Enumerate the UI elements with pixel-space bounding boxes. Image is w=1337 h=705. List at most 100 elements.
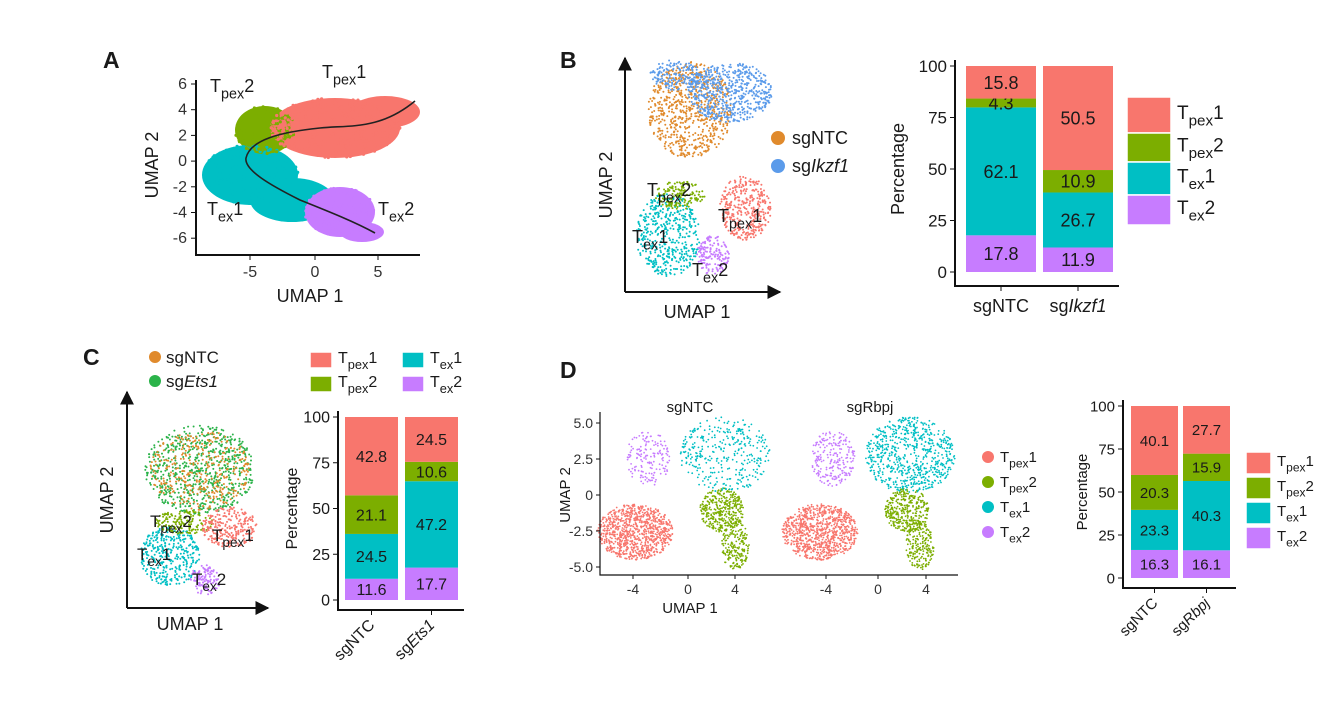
cell-point-tpex1: [726, 193, 729, 196]
cell-point-sgNTC: [174, 457, 177, 460]
cluster-label-subscript: ex: [643, 237, 659, 253]
cluster-label-tex1: Tex1: [207, 199, 243, 225]
cell-point-tex1: [229, 194, 233, 198]
cell-point-sgEts1: [238, 485, 240, 487]
cell-point-tex2: [332, 198, 336, 202]
cell-point-sgEts1: [230, 467, 233, 470]
cell-point-sgIkzf1: [723, 116, 726, 119]
y-tick-label: -4: [173, 205, 187, 222]
cell-point-sgNTC: [181, 438, 184, 441]
cell-point-tex2: [705, 264, 708, 267]
cell-point-sgEts1: [233, 439, 236, 442]
label-name: Ikzf1: [1069, 296, 1107, 316]
cell-point-tpex1: [754, 229, 757, 232]
cell-point-tpex1: [373, 147, 377, 151]
cell-point-sgNTC: [212, 486, 215, 489]
cell-point-sgNTC: [197, 488, 200, 491]
cell-point-sgIkzf1: [673, 86, 676, 89]
cell-point-sgNTC: [649, 106, 652, 109]
cell-point-sgIkzf1: [718, 87, 721, 90]
cell-point-sgNTC: [236, 492, 239, 495]
cell-point-tpex1: [334, 101, 338, 105]
cell-point-sgNTC: [685, 107, 688, 110]
cell-point-tex1: [652, 215, 655, 218]
cell-point-tpex1: [356, 129, 360, 134]
cell-point-tpex2: [697, 193, 700, 196]
cell-point-tex1: [210, 160, 214, 164]
cell-point-sgNTC: [204, 488, 207, 491]
cell-point-sgEts1: [166, 501, 169, 504]
cell-point-tpex1: [362, 124, 366, 129]
cell-point-tex1: [688, 214, 691, 217]
cell-point-sgNTC: [244, 483, 246, 486]
cell-point-sgEts1: [179, 444, 181, 447]
cell-point-tex1: [227, 167, 232, 171]
cell-point-sgNTC: [710, 140, 713, 142]
cell-point-sgEts1: [222, 471, 225, 473]
label-prefix: sg: [973, 296, 992, 316]
cell-point-tpex2: [698, 190, 701, 193]
cell-point-sgIkzf1: [750, 89, 753, 92]
cell-point-sgNTC: [692, 133, 695, 136]
cell-point-sgNTC: [223, 451, 226, 454]
cell-point-sgNTC: [675, 69, 678, 72]
cell-point-tex1: [242, 151, 246, 155]
cell-point-sgEts1: [179, 505, 182, 508]
cell-point-tpex1: [760, 229, 763, 232]
cell-point-sgNTC: [699, 71, 702, 74]
cell-point-tpex1: [361, 137, 366, 141]
cell-point-sgEts1: [175, 507, 177, 510]
cell-point-tpex1: [751, 199, 754, 202]
cell-point-tex1: [683, 259, 686, 262]
cell-point-sgEts1: [239, 492, 242, 495]
cell-point-tpex1: [351, 106, 356, 110]
cell-point-sgEts1: [184, 505, 187, 508]
cell-point-tpex1: [736, 211, 739, 214]
cell-point-tpex1: [359, 100, 363, 104]
cell-point-sgIkzf1: [718, 81, 721, 84]
cell-point-tex2: [325, 220, 330, 225]
cell-point-sgEts1: [200, 454, 203, 457]
cell-point-tex1: [671, 253, 674, 256]
cell-point-tpex2: [267, 130, 271, 134]
cluster-label-suffix: 1: [752, 206, 762, 226]
cell-point-sgNTC: [201, 433, 204, 436]
cell-point-tex2: [709, 236, 712, 239]
cell-point-sgNTC: [181, 470, 184, 473]
cell-point-tpex1: [721, 194, 724, 197]
cell-point-tex1: [281, 160, 285, 164]
cell-point-sgNTC: [661, 107, 664, 110]
cell-point-tpex1: [281, 129, 285, 133]
cell-point-tex1: [652, 208, 655, 211]
cell-point-tpex1: [742, 184, 745, 187]
cell-point-sgIkzf1: [723, 69, 726, 72]
cell-point-sgIkzf1: [672, 77, 675, 80]
cell-point-sgEts1: [207, 425, 210, 428]
cell-point-tpex1: [748, 202, 751, 205]
cell-point-sgEts1: [171, 469, 174, 472]
cell-point-sgEts1: [187, 500, 190, 503]
cell-point-sgNTC: [676, 154, 679, 157]
cell-point-sgEts1: [164, 469, 167, 472]
cell-point-tex1: [665, 213, 668, 216]
cell-point-tex1: [682, 208, 685, 211]
cell-point-sgEts1: [196, 456, 199, 459]
cell-point-sgNTC: [690, 93, 693, 96]
cell-point-tpex1: [387, 140, 392, 144]
cell-point-sgIkzf1: [754, 83, 757, 86]
cell-point-sgEts1: [201, 498, 204, 501]
cell-point-tex1: [155, 531, 158, 534]
cell-point-tpex1: [300, 138, 304, 142]
cell-point-sgIkzf1: [715, 105, 718, 108]
cell-point-tpex2: [256, 137, 260, 141]
cell-point-sgIkzf1: [701, 107, 704, 110]
cell-point-tpex1: [738, 186, 741, 189]
cell-point-sgIkzf1: [751, 94, 754, 97]
cell-point-tex1: [146, 535, 149, 538]
cell-point-sgEts1: [161, 452, 163, 455]
cell-point-sgIkzf1: [739, 116, 742, 119]
cell-point-tpex2: [248, 132, 252, 136]
cell-point-tpex1: [321, 142, 325, 146]
cell-point-tex2: [702, 258, 705, 261]
cell-point-tpex1: [388, 134, 392, 138]
